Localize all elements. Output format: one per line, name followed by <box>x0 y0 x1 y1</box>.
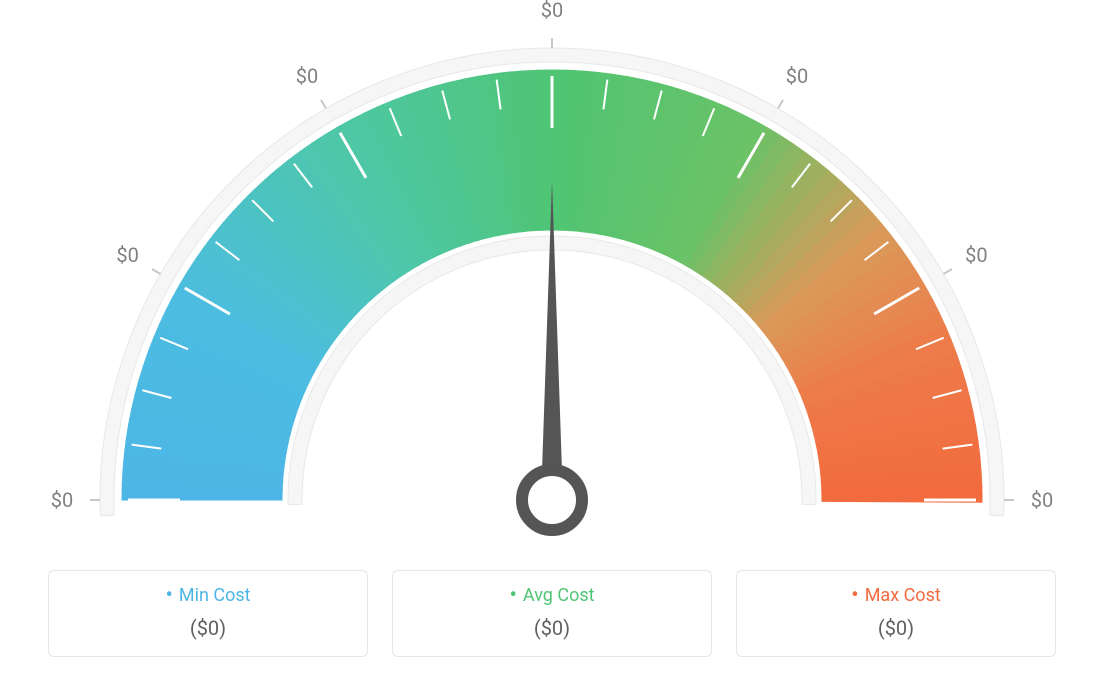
legend-value-min: ($0) <box>59 616 357 640</box>
legend-label-max: Max Cost <box>865 585 941 606</box>
legend-dot-max: • <box>851 583 858 608</box>
gauge-outer-tick <box>778 100 783 109</box>
gauge-chart: $0 $0 $0 $0 $0 $0 $0 <box>0 0 1104 560</box>
gauge-tick-label: $0 <box>116 243 138 267</box>
legend-card-max: • Max Cost ($0) <box>736 570 1056 657</box>
legend-dot-min: • <box>165 583 172 608</box>
legend-card-avg: • Avg Cost ($0) <box>392 570 712 657</box>
legend-row: • Min Cost ($0) • Avg Cost ($0) • Max Cost ($0) <box>0 570 1104 657</box>
gauge-outer-tick <box>152 269 161 274</box>
gauge-tick-label: $0 <box>51 488 73 512</box>
legend-label-min: Min Cost <box>179 585 251 606</box>
legend-title-min: • Min Cost <box>59 585 357 606</box>
gauge-tick-label: $0 <box>1031 488 1053 512</box>
legend-title-avg: • Avg Cost <box>403 585 701 606</box>
legend-value-avg: ($0) <box>403 616 701 640</box>
gauge-svg <box>0 0 1104 560</box>
gauge-needle-hub <box>522 470 582 530</box>
legend-card-min: • Min Cost ($0) <box>48 570 368 657</box>
gauge-outer-tick <box>321 100 326 109</box>
legend-dot-avg: • <box>509 583 516 608</box>
gauge-tick-label: $0 <box>541 0 563 22</box>
legend-value-max: ($0) <box>747 616 1045 640</box>
gauge-tick-label: $0 <box>786 64 808 88</box>
gauge-tick-label: $0 <box>965 243 987 267</box>
gauge-tick-label: $0 <box>296 64 318 88</box>
legend-label-avg: Avg Cost <box>523 585 595 606</box>
gauge-outer-tick <box>943 269 952 274</box>
legend-title-max: • Max Cost <box>747 585 1045 606</box>
